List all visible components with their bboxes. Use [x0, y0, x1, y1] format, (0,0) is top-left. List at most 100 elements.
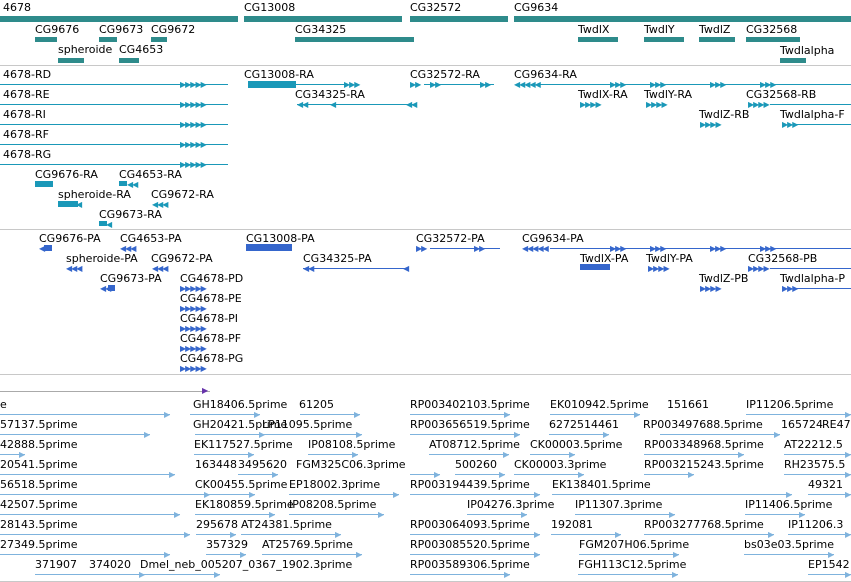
exon-arrows[interactable]: ▶▶▶▶ [700, 284, 722, 293]
est-line[interactable] [289, 494, 399, 495]
exon-arrows[interactable]: ◀◀◀◀◀ [522, 244, 549, 253]
est-label[interactable]: 151661 [667, 398, 709, 411]
transcript-label[interactable]: CG9672-RA [151, 188, 214, 201]
est-line[interactable] [196, 534, 236, 535]
protein-label[interactable]: CG32572-PA [416, 232, 485, 245]
gene-label[interactable]: TwdlY [644, 23, 675, 36]
exon-arrows[interactable]: ▶ [204, 491, 210, 499]
protein-label[interactable]: TwdlY-PA [646, 252, 693, 265]
transcript-label[interactable]: CG32572-RA [410, 68, 480, 81]
exon-arrows[interactable]: ▶ [845, 490, 851, 499]
exon-arrows[interactable]: ▶▶▶ [610, 80, 627, 89]
gene-label[interactable]: spheroide [58, 43, 113, 56]
est-label[interactable]: IP08208.5prime [289, 498, 377, 511]
exon-arrows[interactable]: ▶ [214, 570, 220, 579]
protein-label[interactable]: spheroide-PA [66, 252, 138, 265]
est-label[interactable]: 57137.5prime [0, 418, 78, 431]
exon-arrows[interactable]: ◀◀◀◀◀ [514, 80, 541, 89]
est-line[interactable] [194, 454, 254, 455]
est-label[interactable]: IP11206.5prime [746, 398, 834, 411]
exon-arrows[interactable]: ▶ [738, 450, 744, 459]
exon-arrows[interactable]: ▶ [504, 410, 510, 419]
est-line[interactable] [455, 474, 505, 475]
exon-arrows[interactable]: ▶▶▶ [650, 244, 667, 253]
protein-label[interactable]: TwdlX-PA [580, 252, 629, 265]
transcript-line[interactable] [796, 124, 851, 125]
exon-arrows[interactable]: ▶ [240, 550, 246, 559]
est-label[interactable]: 163448 [195, 458, 237, 471]
est-line[interactable] [410, 414, 510, 415]
est-line[interactable] [262, 434, 362, 435]
exon-arrows[interactable]: ▶▶▶ [610, 244, 627, 253]
exon-arrows[interactable]: ▶ [434, 470, 440, 479]
exon-arrows[interactable]: ▶ [845, 530, 851, 539]
est-line[interactable] [578, 574, 678, 575]
gene-label[interactable]: CG9676 [35, 23, 80, 36]
exon-arrows[interactable]: ▶ [534, 550, 540, 559]
est-line[interactable] [0, 514, 180, 515]
est-line[interactable] [784, 474, 851, 475]
exon-arrows[interactable]: ▶▶▶▶▶ [180, 284, 207, 293]
exon-arrows[interactable]: ▶ [254, 410, 260, 419]
exon-arrows[interactable]: ▶ [356, 430, 362, 439]
exon-arrows[interactable]: ▶ [230, 530, 236, 539]
protein-exon[interactable] [246, 244, 292, 251]
exon-arrows[interactable]: ▶ [499, 470, 505, 479]
protein-label[interactable]: CG32568-PB [748, 252, 818, 265]
est-label[interactable]: RP003215243.5prime [644, 458, 764, 471]
est-label[interactable]: 192081 [551, 518, 593, 531]
gene-label[interactable]: CG9634 [514, 1, 559, 14]
est-label[interactable]: Dmel_neb_005207_0367_1902.3prime [140, 558, 353, 571]
est-line[interactable] [550, 414, 640, 415]
exon-arrows[interactable]: ▶ [603, 430, 609, 439]
protein-line[interactable] [796, 288, 851, 289]
exon-arrows[interactable]: ◀◀ [406, 100, 417, 109]
transcript-line[interactable] [0, 164, 228, 165]
est-line[interactable] [429, 454, 509, 455]
exon-arrows[interactable]: ▶ [845, 570, 851, 579]
transcript-line[interactable] [770, 104, 851, 105]
est-line[interactable] [784, 454, 851, 455]
est-line[interactable] [808, 494, 851, 495]
est-label[interactable]: 295678 [196, 518, 238, 531]
est-label[interactable]: FGH113C12.5prime [578, 558, 687, 571]
exon-arrows[interactable]: ▶ [569, 450, 575, 459]
gene-bar[interactable] [119, 58, 139, 63]
est-label[interactable]: 165724 [781, 418, 823, 431]
exon-arrows[interactable]: ▶ [534, 490, 540, 499]
est-line[interactable] [300, 414, 360, 415]
exon-arrows[interactable]: ▶ [503, 450, 509, 459]
gene-label[interactable]: TwdlZ [699, 23, 731, 36]
est-line[interactable] [549, 434, 609, 435]
transcript-label[interactable]: CG34325-RA [295, 88, 365, 101]
protein-label[interactable]: CG4678-PE [180, 292, 242, 305]
est-label[interactable]: 61205 [299, 398, 334, 411]
exon-arrows[interactable]: ◀ [330, 100, 336, 109]
exon-arrows[interactable]: ▶ [354, 410, 360, 419]
exon-arrows[interactable]: ▶ [768, 530, 774, 539]
exon-arrows[interactable]: ▶ [774, 430, 780, 439]
est-line[interactable] [552, 494, 792, 495]
exon-arrows[interactable]: ▶ [786, 490, 792, 499]
protein-label[interactable]: CG4678-PF [180, 332, 242, 345]
gene-bar[interactable] [578, 37, 618, 42]
protein-line[interactable] [430, 248, 500, 249]
transcript-label[interactable]: CG32568-RB [746, 88, 817, 101]
gene-label[interactable]: 4678 [3, 1, 31, 14]
exon-arrows[interactable]: ▶▶▶▶▶ [180, 80, 207, 89]
exon-arrows[interactable]: ▶▶▶ [650, 80, 667, 89]
est-line[interactable] [262, 554, 362, 555]
exon-arrows[interactable]: ▶▶ [430, 80, 441, 89]
protein-exon[interactable] [44, 245, 52, 251]
protein-label[interactable]: TwdlZ-PB [699, 272, 749, 285]
exon-arrows[interactable]: ▶ [578, 470, 584, 479]
est-label[interactable]: EK180859.5prime [195, 498, 294, 511]
est-label[interactable]: RH23575.5 [784, 458, 846, 471]
protein-label[interactable]: CG13008-PA [246, 232, 315, 245]
est-line[interactable] [644, 534, 774, 535]
gene-bar[interactable] [780, 58, 806, 63]
exon-arrows[interactable]: ▶▶▶ [710, 244, 727, 253]
est-label[interactable]: EK138401.5prime [552, 478, 651, 491]
exon-arrows[interactable]: ▶▶▶ [344, 80, 361, 89]
